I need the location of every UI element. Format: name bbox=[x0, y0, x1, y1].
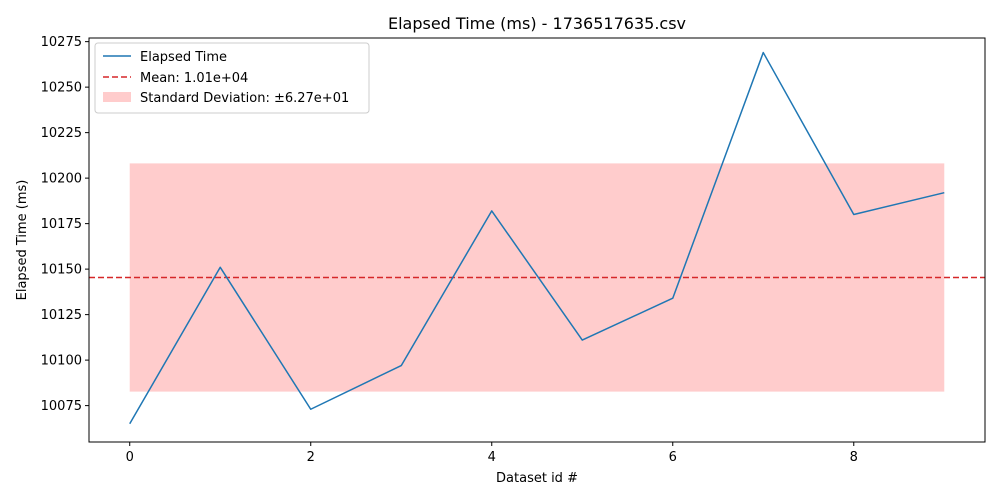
y-tick-label: 10225 bbox=[41, 126, 82, 141]
x-axis-label: Dataset id # bbox=[496, 471, 578, 486]
legend-std-swatch bbox=[103, 92, 131, 102]
y-axis-label: Elapsed Time (ms) bbox=[15, 180, 30, 301]
plot-frame bbox=[88, 37, 986, 443]
y-tick-label: 10200 bbox=[41, 172, 82, 187]
y-axis: 10075 10100 10125 10150 10175 10200 10225 10250… bbox=[41, 35, 89, 414]
y-tick-label: 10075 bbox=[41, 399, 82, 414]
legend-frame bbox=[94, 42, 370, 114]
x-tick-label: 0 bbox=[126, 450, 134, 465]
legend: Elapsed Time Mean: 1.01e+04 Standard Dev… bbox=[94, 42, 370, 114]
legend-mean-label: Mean: 1.01e+04 bbox=[140, 71, 248, 86]
series-line-0 bbox=[129, 51, 945, 425]
legend-series-label: Elapsed Time bbox=[140, 50, 227, 65]
chart-title: Elapsed Time (ms) - 1736517635.csv bbox=[388, 14, 686, 33]
series-layer bbox=[129, 51, 945, 425]
legend-std-label: Standard Deviation: ±6.27e+01 bbox=[140, 91, 349, 106]
x-tick-label: 4 bbox=[488, 450, 496, 465]
y-tick-label: 10175 bbox=[41, 217, 82, 232]
x-axis: 0 2 4 6 8 bbox=[126, 442, 858, 465]
y-tick-label: 10100 bbox=[41, 354, 82, 369]
y-tick-label: 10150 bbox=[41, 263, 82, 278]
y-tick-label: 10275 bbox=[41, 35, 82, 50]
x-tick-label: 8 bbox=[850, 450, 858, 465]
x-tick-label: 2 bbox=[307, 450, 315, 465]
y-tick-label: 10250 bbox=[41, 81, 82, 96]
x-tick-label: 6 bbox=[669, 450, 677, 465]
y-tick-label: 10125 bbox=[41, 308, 82, 323]
